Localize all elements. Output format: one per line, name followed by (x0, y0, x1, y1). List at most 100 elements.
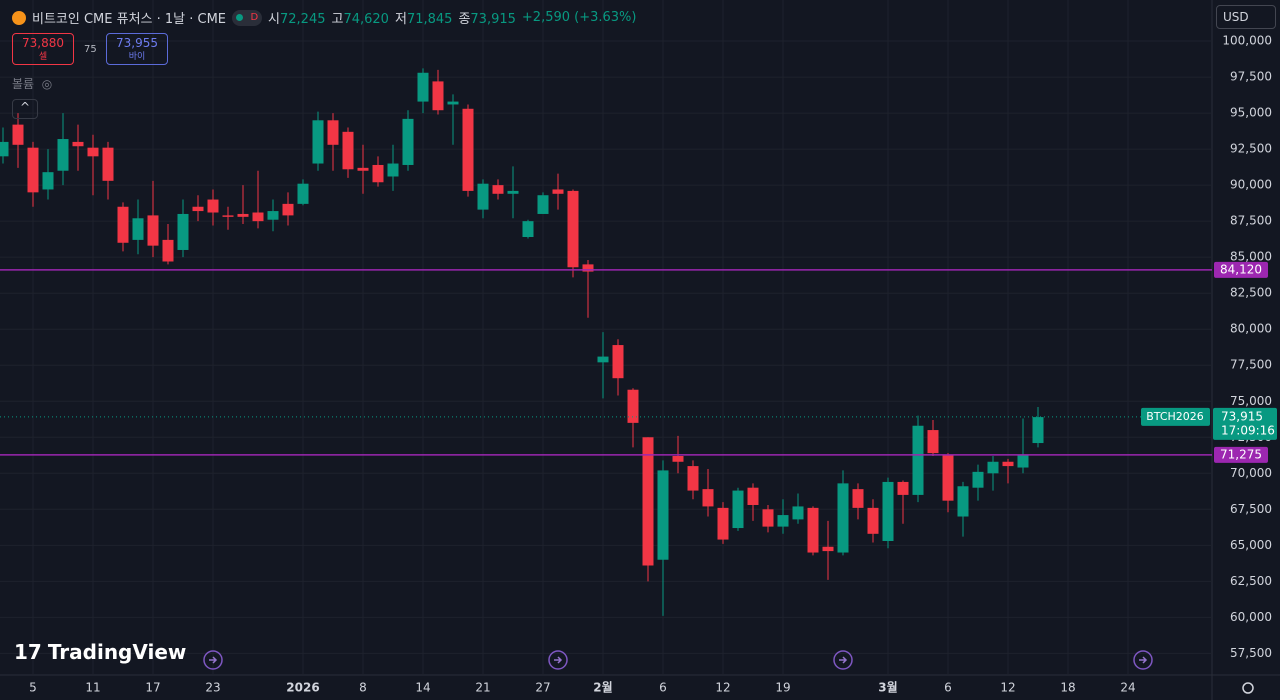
candle-body (132, 218, 144, 240)
sell-button[interactable]: 73,880 셀 (12, 33, 74, 65)
spread: 75 (84, 44, 97, 55)
candle-body (597, 356, 609, 363)
y-tick-label: 90,000 (1230, 178, 1272, 192)
buy-price: 73,955 (116, 36, 158, 50)
last-price-time: 17:09:16 (1221, 423, 1275, 437)
candle-body (12, 124, 24, 145)
price-line-tag (1214, 261, 1268, 278)
event-arrow (1139, 656, 1148, 664)
stat-key: 고 (331, 12, 344, 27)
candle-body (672, 456, 684, 462)
y-tick-label: 57,500 (1230, 646, 1272, 660)
candle-body (207, 199, 219, 213)
y-tick-label: 82,500 (1230, 286, 1272, 300)
price-line-label: 71,275 (1220, 447, 1262, 461)
event-marker (548, 650, 568, 670)
x-tick-label: 3월 (878, 680, 897, 695)
candle-body (327, 120, 339, 145)
y-tick-label: 85,000 (1230, 250, 1272, 264)
event-arrow (209, 656, 218, 664)
candle-body (72, 141, 84, 147)
y-tick-label: 80,000 (1230, 322, 1272, 336)
buy-label: 바이 (128, 52, 146, 62)
candle-body (162, 239, 174, 262)
stat-key: 종 (458, 12, 471, 27)
candle-body (117, 206, 129, 243)
candle-body (192, 206, 204, 212)
price-line-tag (1214, 446, 1268, 463)
stat: 시72,245 (268, 8, 325, 27)
x-tick-label: 6 (944, 681, 952, 695)
candle-body (732, 490, 744, 529)
stat-value: 74,620 (343, 12, 389, 27)
candle-body (612, 345, 624, 379)
x-tick-label: 12 (715, 681, 730, 695)
candle-body (42, 172, 54, 190)
candle-body (312, 120, 324, 164)
y-tick-label: 95,000 (1230, 106, 1272, 120)
candle-body (357, 167, 369, 171)
candle-body (852, 489, 864, 508)
y-tick-label: 77,500 (1230, 358, 1272, 372)
brand-name: TradingView (47, 640, 187, 664)
candle-body (87, 147, 99, 157)
candle-body (222, 215, 234, 217)
candle-body (372, 164, 384, 183)
event-marker (833, 650, 853, 670)
candle-body (747, 487, 759, 505)
candle-body (792, 506, 804, 520)
candle-body (582, 264, 594, 272)
y-tick-label: 87,500 (1230, 214, 1272, 228)
candle-body (762, 509, 774, 527)
candle-body (387, 163, 399, 177)
volume-label: 볼륨 (12, 77, 35, 91)
header: 비트코인 CME 퓨처스 · 1날 · CME D 시72,245 고74,62… (12, 8, 636, 27)
candle-body (522, 221, 534, 238)
currency-select[interactable]: USD (1216, 5, 1276, 29)
candle-body (0, 141, 9, 157)
candle-body (27, 147, 39, 193)
candle-body (252, 212, 264, 222)
candle-body (537, 195, 549, 214)
candle-body (882, 481, 894, 542)
candle-body (972, 471, 984, 488)
candle-body (807, 507, 819, 553)
candle-body (627, 389, 639, 423)
x-tick-label: 19 (775, 681, 790, 695)
x-tick-label: 27 (535, 681, 550, 695)
x-tick-label: 8 (359, 681, 367, 695)
candle-body (282, 203, 294, 216)
collapse-button[interactable]: ^ (12, 99, 38, 119)
settings-icon (1242, 682, 1254, 694)
candle-body (342, 131, 354, 170)
candle-body (942, 454, 954, 501)
change: +2,590 (+3.63%) (521, 10, 637, 25)
x-tick-label: 2월 (593, 680, 612, 695)
buy-button[interactable]: 73,955 바이 (106, 33, 168, 65)
candle-body (927, 430, 939, 454)
brand-logo: 17 (14, 640, 42, 664)
candle-body (567, 190, 579, 268)
candle-body (447, 101, 459, 105)
event-arrow (554, 656, 563, 664)
candle-body (237, 213, 249, 217)
y-tick-label: 92,500 (1230, 142, 1272, 156)
volume-toggle[interactable]: 볼륨 ◎ (12, 77, 53, 91)
stat: 고74,620 (332, 8, 389, 27)
candle-body (402, 118, 414, 165)
last-price-tag (1213, 407, 1277, 440)
coin-icon (12, 10, 26, 25)
currency: USD (1223, 10, 1249, 24)
last-price-label: 73,915 (1221, 409, 1263, 423)
x-tick-label: 6 (659, 681, 667, 695)
event-marker (203, 650, 223, 670)
candle-body (642, 437, 654, 566)
symbol-title[interactable]: 비트코인 CME 퓨처스 · 1날 · CME (32, 12, 227, 27)
candle-body (432, 81, 444, 111)
stat: 종73,915 (458, 8, 515, 27)
candle-body (987, 461, 999, 474)
status[interactable]: D (232, 9, 263, 26)
x-tick-label: 23 (205, 681, 220, 695)
x-tick-label: 12 (1000, 681, 1015, 695)
